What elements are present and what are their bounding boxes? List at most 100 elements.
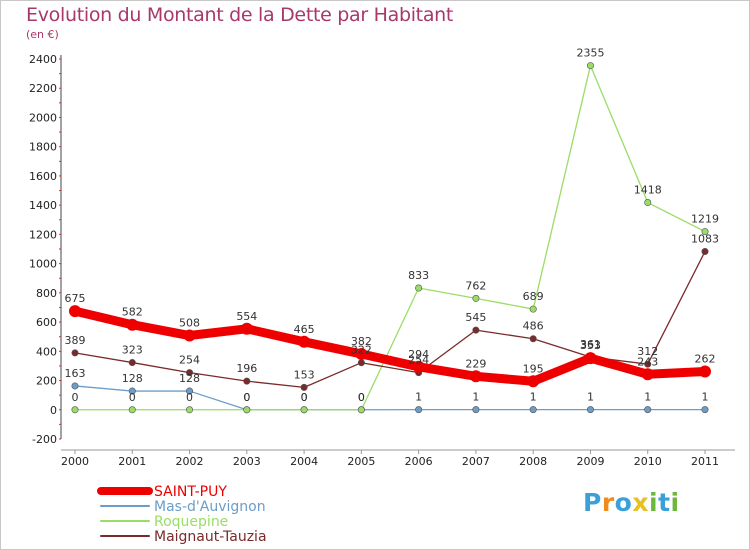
- data-point: [584, 352, 597, 365]
- data-label: 353: [580, 339, 601, 352]
- data-point: [701, 247, 709, 255]
- series-line: [74, 64, 706, 411]
- data-label: 0: [186, 391, 193, 404]
- series-mas-d-auvignon: [71, 382, 709, 414]
- data-point: [644, 199, 652, 207]
- series-line: [74, 385, 706, 411]
- data-point: [243, 406, 251, 414]
- data-label: 254: [408, 354, 429, 367]
- y-tick-label: 1200: [29, 228, 57, 241]
- data-label: 1: [702, 391, 709, 404]
- y-tick-label: 0: [50, 404, 57, 417]
- data-label: 465: [294, 323, 315, 336]
- data-label: 322: [351, 344, 372, 357]
- data-label: 1083: [691, 232, 719, 245]
- data-label: 508: [179, 317, 200, 330]
- data-label: 1: [644, 391, 651, 404]
- data-point: [472, 326, 480, 334]
- y-tick-label: 1800: [29, 141, 57, 154]
- data-label: 554: [236, 310, 257, 323]
- data-point: [355, 347, 368, 360]
- data-label: 0: [243, 391, 250, 404]
- data-point: [128, 406, 136, 414]
- data-label: 196: [236, 362, 257, 375]
- data-point: [71, 406, 79, 414]
- y-tick-label: 1400: [29, 199, 57, 212]
- data-label: 545: [465, 311, 486, 324]
- data-label: 762: [465, 279, 486, 292]
- x-tick-label: 2002: [176, 455, 204, 468]
- logo-letter: x: [632, 488, 649, 517]
- data-point: [415, 284, 423, 292]
- y-tick-label: 200: [36, 375, 57, 388]
- data-point: [415, 406, 423, 414]
- data-label: 294: [408, 348, 429, 361]
- series-saint-puy: [69, 305, 711, 388]
- data-point: [186, 369, 194, 377]
- axes: -200020040060080010001200140016001800200…: [29, 53, 735, 468]
- data-labels: 675 582 508 554 465 382 294 229 195 353 243 262 163 1…: [65, 47, 720, 404]
- x-tick-label: 2000: [61, 455, 89, 468]
- data-point: [243, 377, 251, 385]
- data-label: 262: [695, 352, 716, 365]
- y-tick-label: 1000: [29, 258, 57, 271]
- x-tick-label: 2007: [462, 455, 490, 468]
- data-point: [300, 406, 308, 414]
- logo-letter: o: [614, 488, 633, 517]
- y-tick-label: 2000: [29, 111, 57, 124]
- y-tick-label: 2400: [29, 53, 57, 66]
- data-label: 582: [122, 306, 143, 319]
- data-point: [529, 305, 537, 313]
- data-point: [128, 387, 136, 395]
- y-tick-label: 1600: [29, 170, 57, 183]
- data-label: 689: [523, 290, 544, 303]
- data-label: 1: [472, 391, 479, 404]
- data-point: [126, 318, 139, 331]
- data-point: [527, 375, 540, 388]
- y-tick-label: 600: [36, 316, 57, 329]
- data-point: [186, 406, 194, 414]
- logo-letter: r: [601, 488, 615, 517]
- series-maignaut-tauzia: [71, 247, 709, 391]
- data-label: 1: [415, 391, 422, 404]
- data-point: [128, 359, 136, 367]
- data-label: 382: [351, 335, 372, 348]
- x-tick-label: 2011: [691, 455, 719, 468]
- x-tick-label: 2009: [576, 455, 604, 468]
- data-point: [186, 387, 194, 395]
- legend-label: SAINT-PUY: [154, 484, 227, 500]
- data-point: [472, 406, 480, 414]
- legend-label: Maignaut-Tauzia: [154, 529, 267, 545]
- legend-label: Roquepine: [154, 514, 228, 530]
- data-label: 243: [637, 355, 658, 368]
- data-label: 229: [465, 357, 486, 370]
- data-point: [71, 382, 79, 390]
- data-label: 254: [179, 354, 200, 367]
- x-tick-label: 2006: [405, 455, 433, 468]
- data-point: [240, 322, 253, 335]
- x-tick-label: 2003: [233, 455, 261, 468]
- series-roquepine: [71, 62, 709, 414]
- data-label: 0: [72, 391, 79, 404]
- data-label: 389: [65, 334, 86, 347]
- data-label: 1: [530, 391, 537, 404]
- data-label: 0: [358, 391, 365, 404]
- data-label: 833: [408, 269, 429, 282]
- x-tick-label: 2004: [290, 455, 318, 468]
- data-point: [641, 368, 654, 381]
- data-point: [701, 406, 709, 414]
- x-tick-label: 2008: [519, 455, 547, 468]
- logo-letter: i: [670, 488, 680, 517]
- data-label: 323: [122, 344, 143, 357]
- data-label: 312: [637, 345, 658, 358]
- data-point: [586, 406, 594, 414]
- data-label: 361: [580, 338, 601, 351]
- proxiti-logo: Proxiti: [583, 488, 680, 517]
- chart-title: Evolution du Montant de la Dette par Hab…: [26, 4, 454, 26]
- data-label: 486: [523, 320, 544, 333]
- data-point: [586, 62, 594, 70]
- data-point: [699, 365, 711, 378]
- logo-letter: t: [658, 488, 671, 517]
- data-label: 195: [523, 362, 544, 375]
